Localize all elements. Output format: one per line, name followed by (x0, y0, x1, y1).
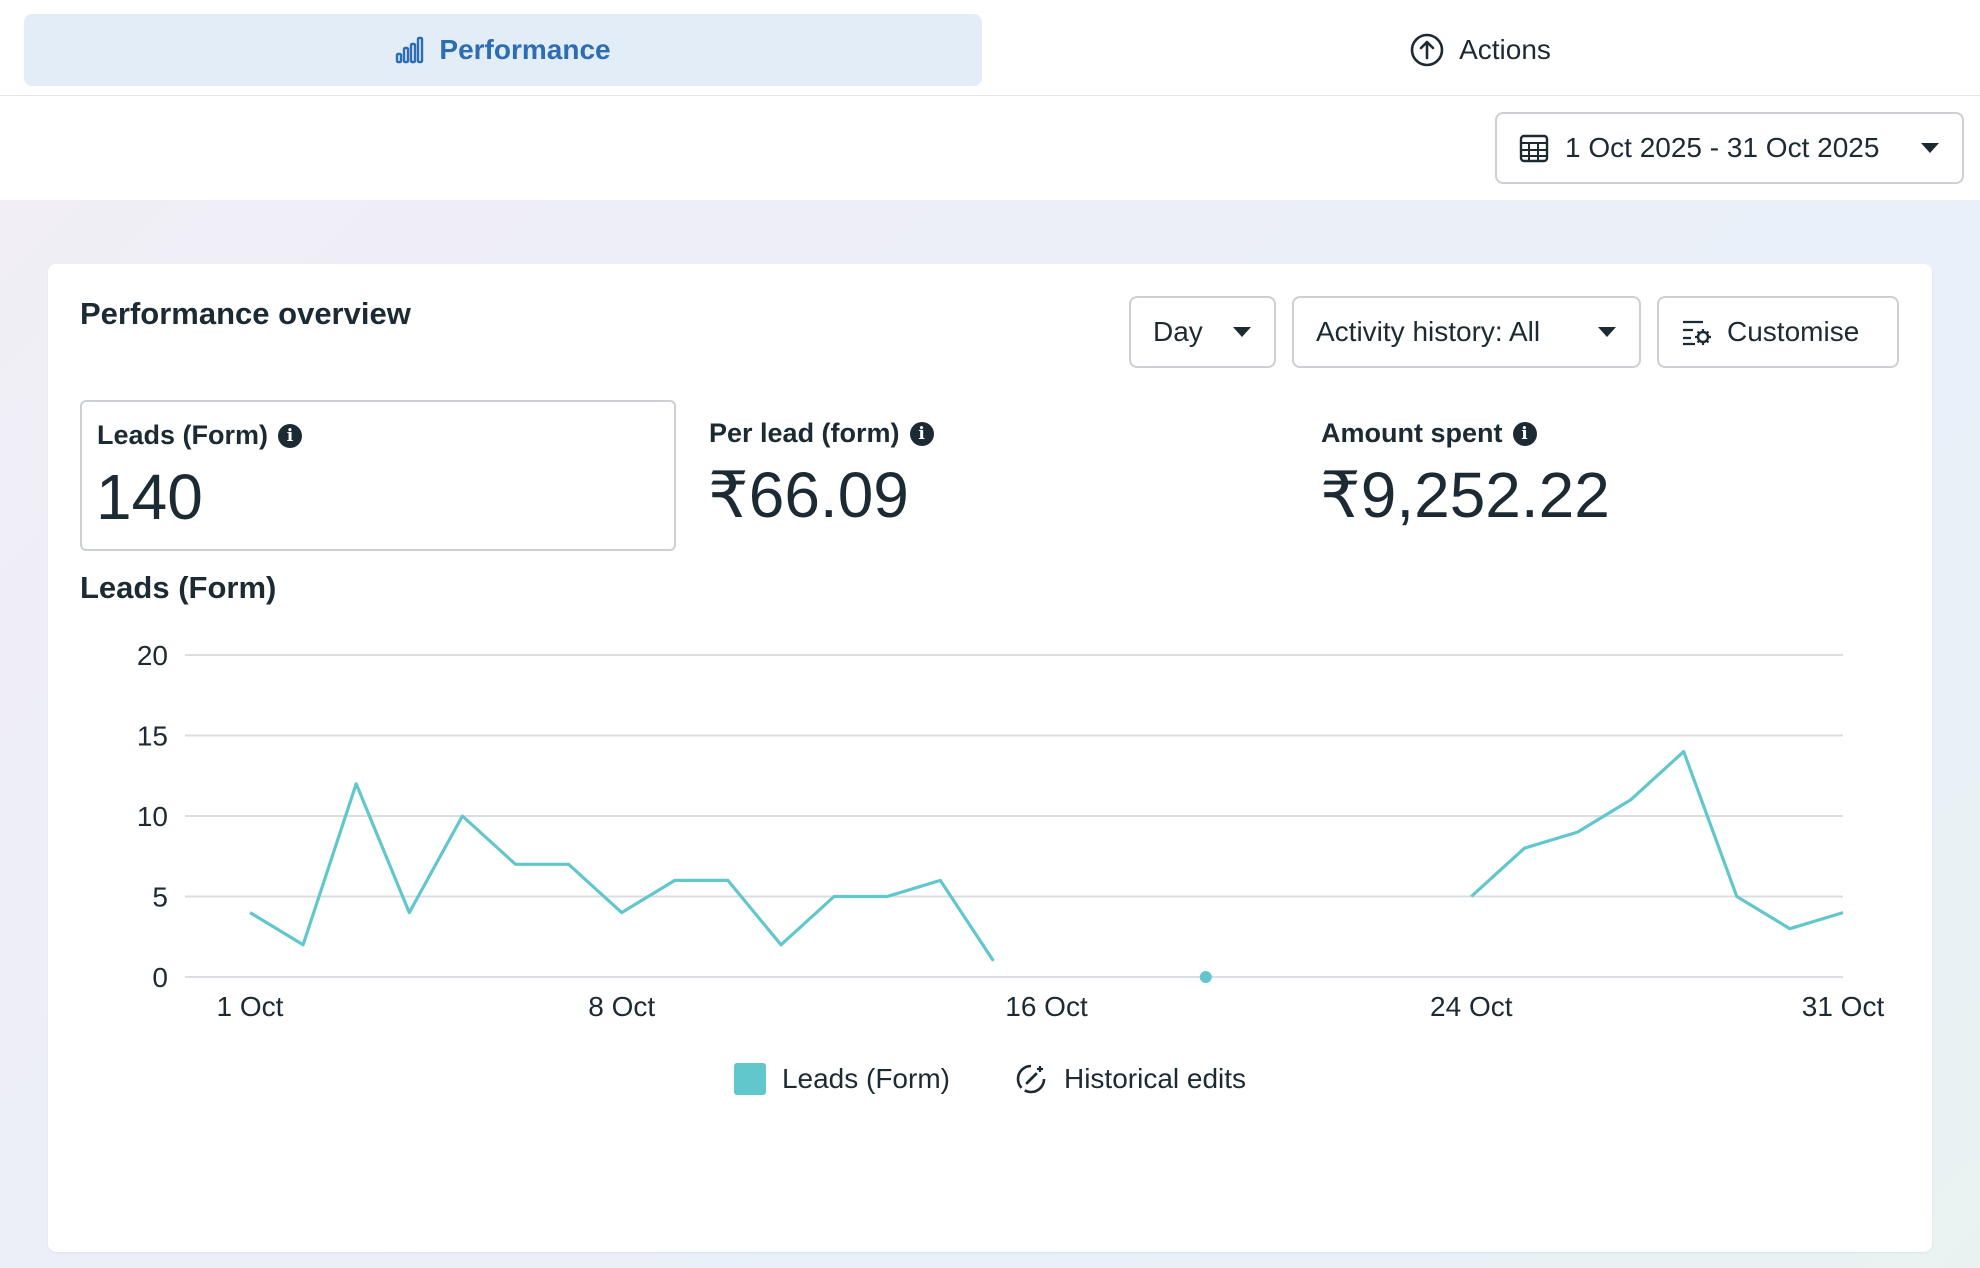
chevron-down-icon (1598, 327, 1616, 337)
y-tick-label: 20 (137, 640, 168, 671)
tab-actions-label: Actions (1459, 34, 1551, 65)
date-range-bar: 1 Oct 2025 - 31 Oct 2025 (0, 96, 1980, 200)
historical-edit-marker (1199, 971, 1212, 983)
leads-line-chart: 0 5 10 15 20 1 Oct 8 Oct 16 Oct 24 Oct 31 Oct (137, 640, 1885, 1022)
metric-amount-spent-value: ₹9,252.22 (1320, 459, 1610, 531)
info-icon[interactable]: i (909, 421, 934, 446)
metric-per-lead[interactable]: Per lead (form) i ₹66.09 (694, 400, 1214, 551)
series-line-segment (249, 782, 995, 962)
granularity-dropdown[interactable]: Day (1129, 296, 1276, 368)
info-icon[interactable]: i (1512, 421, 1537, 446)
history-edit-icon (1016, 1064, 1046, 1094)
settings-sliders-icon (1683, 320, 1711, 346)
metric-amount-spent-label: Amount spent (1321, 418, 1503, 448)
y-tick-label: 10 (137, 801, 168, 832)
date-range-label: 1 Oct 2025 - 31 Oct 2025 (1565, 132, 1880, 163)
metric-amount-spent[interactable]: Amount spent i ₹9,252.22 (1306, 400, 1826, 551)
info-icon[interactable]: i (278, 423, 303, 448)
chevron-down-icon (1233, 327, 1251, 337)
calendar-icon (1519, 134, 1549, 163)
series-line-segment (1470, 750, 1844, 931)
bar-chart-icon (396, 36, 424, 64)
metric-per-lead-value: ₹66.09 (708, 459, 909, 531)
metric-leads-value: 140 (96, 461, 203, 533)
legend-historical-label: Historical edits (1063, 1063, 1247, 1094)
legend-item-historical-edits[interactable]: Historical edits (1014, 1062, 1246, 1096)
tab-performance[interactable]: Performance (24, 14, 982, 86)
chart-legend: Leads (Form) Historical edits (48, 1054, 1932, 1104)
performance-overview-card: 0 5 10 15 20 1 Oct 8 Oct 16 Oct 24 Oct 31 Oct Per… (48, 264, 1932, 1252)
card-title: Performance overview (80, 296, 411, 331)
top-tab-bar: Performance Actions (0, 0, 1980, 96)
legend-swatch (733, 1063, 766, 1095)
tab-actions[interactable]: Actions (982, 14, 1978, 86)
metric-leads[interactable]: Leads (Form) i 140 (80, 400, 676, 551)
activity-history-label: Activity history: All (1316, 316, 1541, 347)
metric-leads-label: Leads (Form) (97, 420, 269, 450)
granularity-label: Day (1153, 316, 1203, 347)
chevron-down-icon (1921, 143, 1939, 153)
x-tick-label: 31 Oct (1802, 991, 1885, 1022)
legend-item-leads[interactable]: Leads (Form) (733, 1063, 950, 1095)
x-tick-label: 24 Oct (1430, 991, 1513, 1022)
x-tick-label: 8 Oct (588, 991, 655, 1022)
customise-label: Customise (1727, 316, 1860, 347)
x-tick-label: 16 Oct (1005, 991, 1088, 1022)
legend-leads-label: Leads (Form) (781, 1063, 950, 1094)
tab-performance-label: Performance (439, 34, 611, 65)
date-range-picker[interactable]: 1 Oct 2025 - 31 Oct 2025 (1495, 112, 1964, 184)
arrow-up-circle-icon (1410, 33, 1444, 67)
metric-per-lead-label: Per lead (form) (709, 418, 900, 448)
metric-leads-label-row: Leads (Form) i (97, 420, 303, 451)
activity-history-dropdown[interactable]: Activity history: All (1292, 296, 1641, 368)
y-tick-label: 15 (137, 721, 168, 752)
chart-title: Leads (Form) (80, 570, 277, 605)
metric-amount-spent-label-row: Amount spent i (1321, 418, 1537, 449)
y-tick-label: 0 (152, 962, 168, 993)
y-tick-label: 5 (152, 882, 168, 913)
x-tick-label: 1 Oct (217, 991, 284, 1022)
customise-button[interactable]: Customise (1657, 296, 1899, 368)
metric-per-lead-label-row: Per lead (form) i (709, 418, 934, 449)
